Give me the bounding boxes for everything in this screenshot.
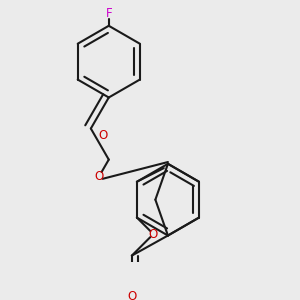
Text: O: O (149, 228, 158, 241)
Text: O: O (98, 129, 107, 142)
Text: O: O (127, 290, 136, 300)
Text: O: O (94, 170, 104, 183)
Text: F: F (106, 7, 112, 20)
